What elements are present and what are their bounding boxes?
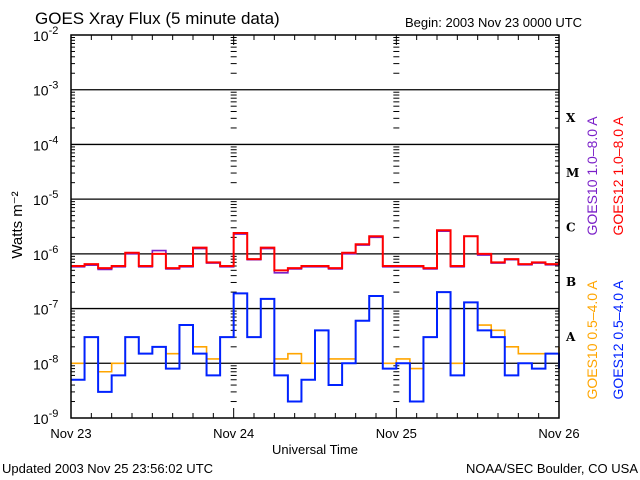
y-tick-exponent: -3 [49, 80, 59, 92]
y-tick-labels: 10-210-310-410-510-610-710-810-9 [33, 25, 58, 427]
y-tick-label: 10-9 [33, 408, 58, 427]
y-axis-label: Watts m⁻² [9, 191, 26, 258]
y-tick-label: 10-7 [33, 299, 58, 318]
flare-class-x: X [566, 111, 576, 125]
legend-goes12-long: GOES12 1.0–8.0 A [610, 116, 626, 236]
series-line-goes12-1-0-8-0-a [71, 229, 560, 272]
x-tick-labels: Nov 23 Nov 24 Nov 25 Nov 26 [50, 426, 579, 441]
y-tick-base: 10 [33, 83, 49, 99]
y-tick-exponent: -7 [49, 299, 59, 311]
y-tick-exponent: -6 [49, 244, 59, 256]
flare-class-b: B [566, 275, 576, 289]
y-tick-label: 10-3 [33, 80, 58, 99]
y-tick-label: 10-8 [33, 353, 58, 372]
x-tick-label: Nov 25 [376, 426, 417, 441]
y-tick-exponent: -2 [49, 25, 59, 37]
y-tick-exponent: -4 [49, 134, 59, 146]
y-tick-label: 10-2 [33, 25, 58, 44]
y-tick-base: 10 [33, 137, 49, 153]
chart-title: GOES Xray Flux (5 minute data) [35, 9, 280, 28]
y-tick-label: 10-5 [33, 189, 58, 208]
x-tick-label: Nov 24 [213, 426, 254, 441]
updated-timestamp: Updated 2003 Nov 25 23:56:02 UTC [2, 461, 213, 476]
flare-class-m: M [566, 166, 579, 180]
y-tick-exponent: -8 [49, 353, 59, 365]
y-tick-base: 10 [33, 28, 49, 44]
y-tick-exponent: -5 [49, 189, 59, 201]
legend-goes12-short: GOES12 0.5–4.0 A [610, 280, 626, 400]
y-tick-base: 10 [33, 356, 49, 372]
y-tick-label: 10-4 [33, 134, 58, 153]
x-tick-label: Nov 26 [538, 426, 579, 441]
series-line-goes12-0-5-4-0-a [71, 291, 560, 403]
x-tick-label: Nov 23 [50, 426, 91, 441]
y-tick-base: 10 [33, 411, 49, 427]
flare-class-labels: X M C B A [565, 111, 579, 344]
y-tick-label: 10-6 [33, 244, 58, 263]
legend-goes10-long: GOES10 1.0–8.0 A [584, 116, 600, 236]
flare-class-a: A [565, 330, 576, 344]
source-credit: NOAA/SEC Boulder, CO USA [466, 461, 638, 476]
legend-goes10-short: GOES10 0.5–4.0 A [584, 280, 600, 400]
y-tick-exponent: -9 [49, 408, 59, 420]
y-tick-base: 10 [33, 247, 49, 263]
flare-class-c: C [566, 221, 576, 235]
y-tick-base: 10 [33, 302, 49, 318]
x-axis-label: Universal Time [272, 442, 358, 457]
data-series [71, 229, 560, 403]
y-tick-base: 10 [33, 192, 49, 208]
grid-lines [71, 89, 559, 364]
begin-time: Begin: 2003 Nov 23 0000 UTC [405, 15, 582, 30]
plot-frame [70, 34, 560, 419]
